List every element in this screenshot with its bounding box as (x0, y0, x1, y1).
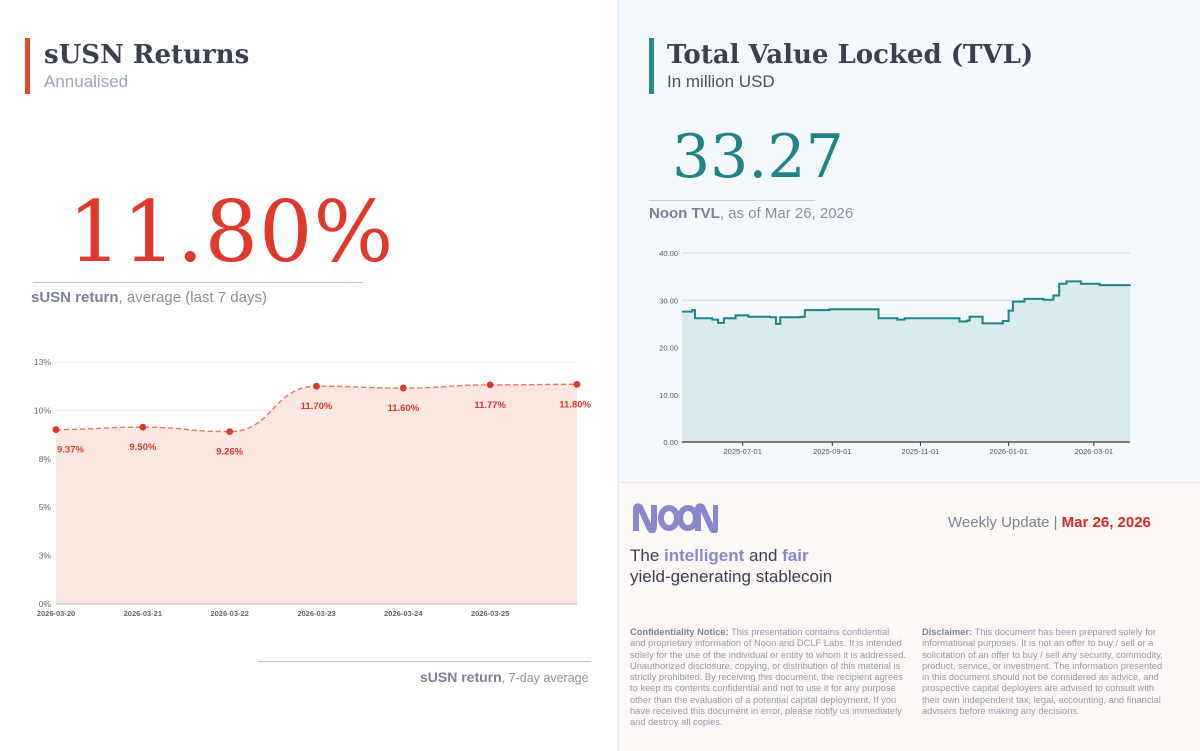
weekly-update-date: Mar 26, 2026 (1061, 514, 1151, 531)
susn-caption-rest: , average (last 7 days) (118, 289, 267, 306)
susn-data-point (226, 428, 234, 436)
susn-x-tick-label: 2026-03-20 (37, 609, 75, 618)
susn-caption-strong: sUSN return (31, 289, 119, 306)
susn-big-value: 11.80% (68, 183, 395, 281)
noon-logo (633, 503, 718, 533)
tvl-x-tick-label: 2025-11-01 (902, 447, 940, 456)
susn-y-tick-label: 3% (39, 551, 52, 561)
susn-chart-caption: sUSN return, 7-day average (420, 669, 589, 685)
susn-footer-rest: , 7-day average (501, 671, 589, 685)
confidentiality-notice: Confidentiality Notice: This presentatio… (630, 627, 906, 729)
susn-data-label: 9.37% (57, 445, 84, 456)
tvl-title: Total Value Locked (TVL) (667, 40, 1034, 70)
susn-data-label: 11.77% (474, 400, 506, 411)
tagline-and: and (744, 546, 783, 565)
susn-data-point (313, 382, 320, 390)
tvl-x-tick-label: 2026-01-01 (989, 447, 1027, 456)
tvl-y-tick-label: 10.00 (659, 391, 678, 400)
susn-subtitle: Annualised (44, 72, 129, 91)
tvl-y-tick-label: 30.00 (659, 296, 678, 305)
tagline-line-1: The intelligent and fair (630, 546, 809, 566)
tvl-value-caption: Noon TVL, as of Mar 26, 2026 (649, 205, 853, 222)
tvl-y-tick-label: 20.00 (659, 344, 678, 353)
disclaimer-body: This document has been prepared solely f… (922, 627, 1163, 717)
susn-chart-data-labels: 9.37% 9.50% 9.26% 11.70% 11.60% 11.77% 11.80% (57, 399, 592, 457)
susn-chart-area (56, 384, 577, 604)
tvl-y-tick-label: 40.00 (659, 249, 678, 258)
susn-x-tick-label: 2026-03-22 (210, 609, 248, 618)
susn-data-point (573, 380, 581, 388)
susn-value-caption: sUSN return, average (last 7 days) (31, 289, 267, 306)
tvl-big-value: 33.27 (672, 122, 844, 192)
susn-footer-strong: sUSN return (420, 669, 502, 685)
susn-y-tick-label: 8% (39, 454, 52, 464)
tagline-line-2: yield-generating stablecoin (630, 567, 833, 586)
susn-returns-chart: 9.37% 9.50% 9.26%11.70% 11.60% 11.77% 11.80% … (34, 357, 592, 618)
tagline-the: The (630, 546, 665, 565)
susn-value-divider (33, 282, 363, 283)
susn-data-label: 11.60% (387, 403, 419, 414)
susn-data-point (52, 426, 60, 433)
susn-data-point (399, 384, 407, 392)
tvl-chart-x-axis: 2025-07-01 2025-09-01 2025-11-01 2026-01-01… (682, 441, 1130, 456)
susn-data-label: 11.70% (301, 401, 333, 412)
susn-data-label: 9.26% (216, 447, 243, 458)
confidentiality-body: This presentation contains confidential … (630, 627, 906, 728)
susn-y-tick-label: 0% (39, 599, 52, 609)
tvl-chart-area (682, 281, 1130, 442)
weekly-update: Weekly Update | Mar 26, 2026 (948, 514, 1151, 531)
tvl-subtitle: In million USD (667, 72, 775, 91)
susn-returns-panel (0, 0, 618, 750)
susn-x-tick-label: 2026-03-25 (471, 609, 509, 618)
tvl-value-divider (649, 200, 815, 201)
susn-data-label: 11.80% (559, 399, 591, 410)
susn-y-tick-label: 13% (34, 357, 51, 367)
susn-data-label: 9.50% (129, 442, 156, 453)
susn-chart-y-axis: 0% 3% 5% 8% 10% 13% (34, 357, 51, 609)
tvl-x-tick-label: 2025-07-01 (724, 447, 762, 456)
tvl-caption-strong: Noon TVL (649, 205, 720, 222)
susn-chart-x-axis: 2026-03-20 2026-03-21 2026-03-22 2026-03-23… (37, 603, 577, 618)
tvl-chart-y-axis: 0.00 10.00 20.00 30.00 40.00 (659, 249, 678, 447)
susn-y-tick-label: 10% (34, 405, 51, 415)
disclaimer: Disclaimer: This document has been prepa… (922, 627, 1168, 717)
tvl-x-tick-label: 2025-09-01 (813, 447, 851, 456)
weekly-update-label: Weekly Update | (948, 514, 1062, 531)
susn-x-tick-label: 2026-03-21 (124, 609, 162, 618)
tvl-chart-line (682, 280, 1131, 325)
tagline-fair: fair (782, 546, 809, 565)
susn-footer-divider (258, 661, 591, 662)
susn-title: sUSN Returns (44, 40, 250, 70)
susn-accent-bar (25, 38, 30, 94)
tvl-y-tick-label: 0.00 (663, 438, 678, 447)
confidentiality-title: Confidentiality Notice: (630, 627, 729, 637)
tvl-x-tick-label: 2026-03-01 (1075, 447, 1113, 456)
tvl-caption-rest: , as of Mar 26, 2026 (719, 205, 854, 222)
tvl-accent-bar (649, 38, 654, 94)
susn-x-tick-label: 2026-03-24 (384, 609, 423, 618)
susn-y-tick-label: 5% (39, 502, 52, 512)
disclaimer-title: Disclaimer: (922, 627, 973, 637)
susn-data-point (139, 423, 147, 431)
susn-chart-points (52, 380, 581, 436)
susn-data-point (486, 381, 494, 389)
susn-x-tick-label: 2026-03-23 (297, 609, 335, 618)
tagline-intelligent: intelligent (664, 546, 745, 565)
